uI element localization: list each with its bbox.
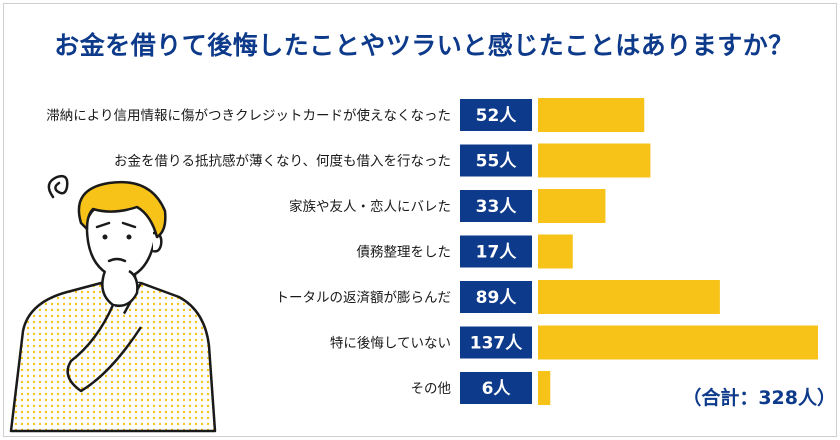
bar	[538, 371, 551, 405]
bar	[538, 98, 645, 132]
category-label: トータルの返済額が膨らんだ	[276, 290, 452, 306]
value-label: 52人	[476, 106, 518, 126]
category-label: 特に後悔していない	[330, 336, 451, 352]
category-label: 家族や友人・恋人にバレた	[289, 198, 451, 215]
value-label: 33人	[476, 197, 518, 217]
value-badge	[460, 281, 532, 313]
value-badge	[460, 190, 532, 222]
worry-swirl-icon	[47, 174, 69, 199]
total-label: （合計：328人）	[682, 386, 836, 409]
bar-chart: 滞納により信用情報に傷がつきクレジットカードが使えなくなった 52人お金を借りる抵…	[9, 98, 836, 433]
value-label: 6人	[482, 379, 512, 399]
bar	[538, 143, 651, 178]
eyebrow-right	[121, 221, 137, 229]
eye-left	[102, 234, 108, 240]
category-label: 債務整理をした	[357, 245, 452, 261]
infographic-frame: お金を借りて後悔したことやツラいと感じたことはありますか？	[3, 3, 837, 437]
category-label: その他	[411, 381, 452, 397]
value-label: 55人	[476, 152, 518, 172]
eye-right	[126, 234, 132, 240]
hand-shape	[101, 269, 139, 307]
bar	[538, 325, 818, 360]
value-label: 89人	[476, 288, 518, 308]
bar	[538, 234, 573, 269]
chart-title: お金を借りて後悔したことやツラいと感じたことはありますか？	[54, 31, 794, 60]
value-label: 17人	[476, 243, 518, 263]
worried-man-illustration	[9, 174, 217, 433]
category-label: お金を借りる抵抗感が薄くなり、何度も借入を行なった	[114, 153, 451, 170]
value-badge	[460, 326, 532, 359]
hair-shape	[77, 180, 167, 239]
value-badge	[460, 99, 532, 131]
arm-shape	[66, 304, 143, 393]
bar	[538, 280, 720, 314]
value-badge	[460, 372, 532, 404]
value-badge	[460, 235, 532, 268]
category-label: 滞納により信用情報に傷がつきクレジットカードが使えなくなった	[46, 107, 451, 124]
mouth-shape	[107, 257, 127, 263]
bar	[538, 189, 606, 223]
value-badge	[460, 144, 532, 177]
eyebrow-left	[95, 221, 111, 229]
chart-rows: 滞納により信用情報に傷がつきクレジットカードが使えなくなった 52人お金を借りる抵…	[46, 98, 818, 405]
value-label: 137人	[470, 334, 523, 354]
